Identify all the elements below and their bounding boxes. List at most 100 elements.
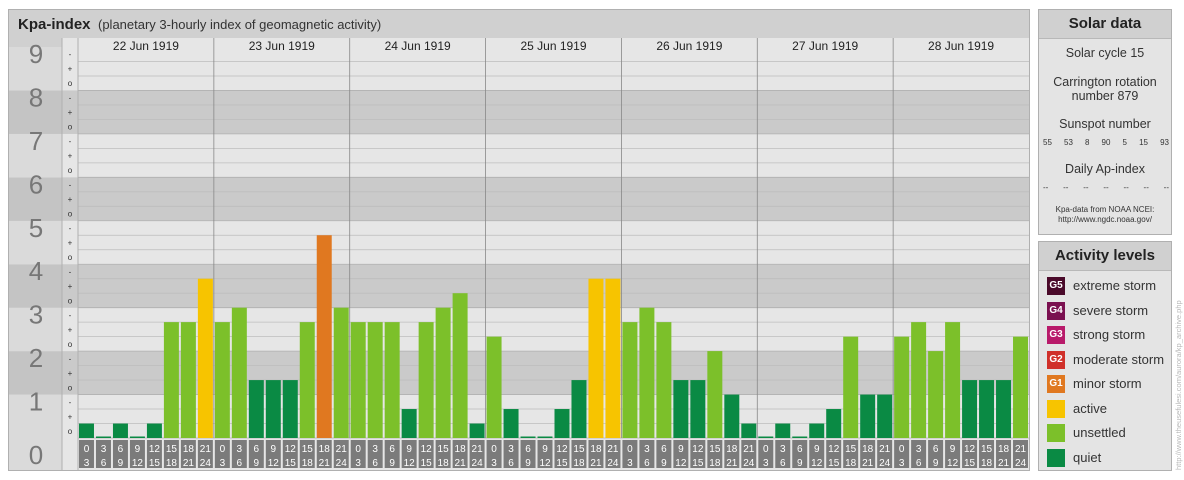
hour-box xyxy=(180,440,196,468)
kp-bar xyxy=(656,322,672,438)
hour-start-label: 0 xyxy=(899,444,905,455)
kp-bar xyxy=(231,307,247,438)
activity-level-item: unsettled xyxy=(1047,423,1171,443)
sub-tick-label: - xyxy=(69,354,72,363)
kp-bar xyxy=(758,436,774,438)
hour-end-label: 3 xyxy=(491,458,497,469)
kp-bar xyxy=(605,278,621,438)
band-left xyxy=(9,177,62,221)
sub-tick-label: + xyxy=(68,325,73,334)
activity-level-swatch xyxy=(1047,399,1065,418)
hour-box xyxy=(469,440,485,468)
hour-start-label: 3 xyxy=(237,444,243,455)
ap-value: -- xyxy=(1123,183,1129,192)
kp-bar xyxy=(996,380,1012,438)
kp-bar xyxy=(350,322,366,438)
hour-box xyxy=(418,440,434,468)
source-link[interactable]: http://www.ngdc.noaa.gov/ xyxy=(1058,215,1152,224)
sub-tick-label: - xyxy=(69,311,72,320)
hour-start-label: 3 xyxy=(916,444,922,455)
kp-bar xyxy=(843,336,859,438)
y-tick-label: 6 xyxy=(29,169,43,199)
hour-start-label: 15 xyxy=(981,444,993,455)
chart-title-bar: Kpa-index (planetary 3-hourly index of g… xyxy=(9,10,1029,38)
kp-bar xyxy=(860,394,876,438)
hour-end-label: 12 xyxy=(947,458,959,469)
hour-box xyxy=(690,440,706,468)
chart-subtitle: (planetary 3-hourly index of geomagnetic… xyxy=(98,17,382,32)
kp-bar xyxy=(537,436,553,438)
hour-end-label: 21 xyxy=(862,458,874,469)
y-tick-label: 3 xyxy=(29,300,43,330)
solar-data-panel: Solar data Solar cycle 15 Carrington rot… xyxy=(1038,9,1172,235)
hour-box xyxy=(605,440,621,468)
hour-box xyxy=(520,440,536,468)
hour-box xyxy=(962,440,978,468)
hour-end-label: 3 xyxy=(627,458,633,469)
band xyxy=(9,394,1029,438)
sub-tick-label: + xyxy=(68,195,73,204)
hour-box xyxy=(1013,440,1028,468)
kp-bar xyxy=(979,380,995,438)
hour-start-label: 0 xyxy=(491,444,497,455)
hour-start-label: 12 xyxy=(964,444,976,455)
hour-end-label: 15 xyxy=(964,458,976,469)
kp-bar xyxy=(826,409,842,438)
activity-level-item: active xyxy=(1047,399,1171,419)
hour-box xyxy=(571,440,587,468)
activity-level-swatch: G2 xyxy=(1047,350,1065,369)
hour-start-label: 9 xyxy=(678,444,684,455)
solar-cycle: Solar cycle 15 xyxy=(1065,46,1145,60)
hour-end-label: 12 xyxy=(132,458,144,469)
band xyxy=(9,90,1029,134)
sunspot-value: 90 xyxy=(1101,138,1111,147)
band-left xyxy=(9,394,62,438)
sub-tick-label: o xyxy=(68,210,73,219)
activity-level-label: quiet xyxy=(1073,449,1102,465)
band xyxy=(9,351,1029,395)
hour-box xyxy=(316,440,332,468)
activity-level-item: G1 minor storm xyxy=(1047,374,1171,394)
y-tick-label: 8 xyxy=(29,82,43,112)
activity-level-swatch: G3 xyxy=(1047,326,1065,344)
hour-start-label: 12 xyxy=(692,444,704,455)
hour-end-label: 18 xyxy=(709,458,721,469)
hour-box xyxy=(112,440,128,468)
hour-box xyxy=(894,440,910,468)
hour-box xyxy=(656,440,672,468)
hour-start-label: 21 xyxy=(472,444,484,455)
band xyxy=(9,220,1029,265)
ap-label: Daily Ap-index xyxy=(1065,162,1145,176)
activity-level-swatch xyxy=(1047,448,1065,467)
hour-start-label: 3 xyxy=(508,444,514,455)
hour-start-label: 9 xyxy=(271,444,277,455)
hour-start-label: 0 xyxy=(84,444,90,455)
carrington-line2: number 879 xyxy=(1071,89,1139,103)
band xyxy=(9,264,1029,308)
kp-bar xyxy=(520,436,536,438)
kp-bar xyxy=(877,394,893,438)
sub-tick-label: o xyxy=(68,296,73,305)
hour-box xyxy=(639,440,655,468)
hour-box xyxy=(333,440,349,468)
hour-box xyxy=(622,440,638,468)
sub-tick-label: o xyxy=(68,123,73,132)
hour-end-label: 24 xyxy=(336,458,348,469)
kp-bar xyxy=(435,307,451,438)
hour-end-label: 21 xyxy=(183,458,195,469)
kp-bar xyxy=(452,293,468,438)
activity-levels-panel: Activity levels G5 extreme storm G4 severe … xyxy=(1038,241,1172,471)
band-left xyxy=(9,307,62,352)
y-tick-label: 7 xyxy=(29,126,43,156)
day-label: 28 Jun 1919 xyxy=(928,39,994,53)
chart-title: Kpa-index xyxy=(18,16,91,33)
hour-end-label: 15 xyxy=(149,458,161,469)
hour-start-label: 6 xyxy=(797,444,803,455)
sub-tick-label: o xyxy=(68,79,73,88)
hour-start-label: 3 xyxy=(780,444,786,455)
hour-start-label: 18 xyxy=(590,444,602,455)
hour-box xyxy=(282,440,298,468)
hour-end-label: 21 xyxy=(319,458,331,469)
hour-box xyxy=(197,440,213,468)
hour-start-label: 15 xyxy=(438,444,450,455)
